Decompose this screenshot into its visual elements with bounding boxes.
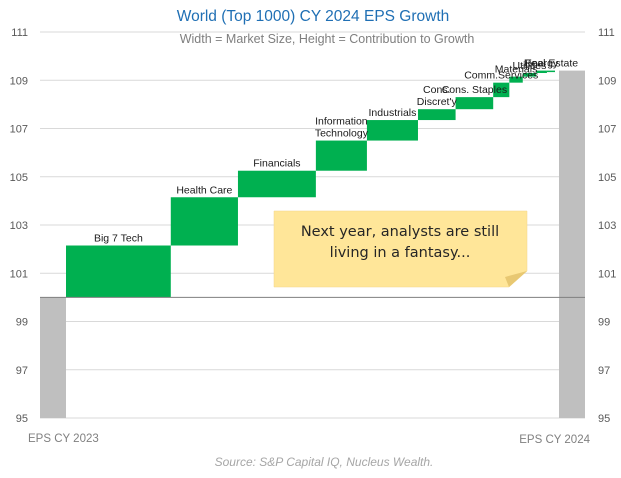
segment-bar xyxy=(455,97,494,110)
y-tick-label: 97 xyxy=(16,365,28,377)
segment-bar xyxy=(417,109,456,121)
segment-bar xyxy=(536,70,547,74)
y-tick-label: 95 xyxy=(16,413,28,425)
segment-bar xyxy=(66,245,171,298)
segment-label: Financials xyxy=(253,158,300,170)
y-tick-label: 103 xyxy=(598,220,616,232)
y-tick-label: 105 xyxy=(598,172,616,184)
category-labels: Big 7 Tech Health Care Financials Informati… xyxy=(94,58,578,245)
end-total-bar xyxy=(559,70,585,418)
bars xyxy=(40,70,585,418)
y-tick-label: 107 xyxy=(598,124,616,136)
y-tick-label: 109 xyxy=(10,75,28,87)
y-tick-label: 99 xyxy=(598,317,610,329)
y-tick-label: 101 xyxy=(598,268,616,280)
note-line-2: living in a fantasy... xyxy=(330,245,471,261)
segment-label: Energy xyxy=(525,58,559,70)
annotation-note: Next year, analysts are still living in … xyxy=(273,210,528,288)
y-tick-label: 101 xyxy=(10,268,28,280)
segment-bar xyxy=(170,197,238,246)
start-bar-label: EPS CY 2023 xyxy=(28,433,99,445)
segment-label: Cons. Staples xyxy=(442,84,507,96)
segment-label: Comm.Services xyxy=(464,70,538,82)
y-tick-label: 95 xyxy=(598,413,610,425)
segment-label: Information Technology xyxy=(315,116,369,140)
y-tick-label: 111 xyxy=(11,27,28,39)
y-tick-label: 111 xyxy=(598,27,615,39)
note-line-1: Next year, analysts are still xyxy=(301,224,499,240)
chart-title: World (Top 1000) CY 2024 EPS Growth xyxy=(177,8,450,25)
source-note: Source: S&P Capital IQ, Nucleus Wealth. xyxy=(215,455,434,469)
start-total-bar xyxy=(40,297,66,418)
segment-label: Materials xyxy=(495,64,538,76)
segment-bar xyxy=(546,70,555,73)
segment-label: Big 7 Tech xyxy=(94,233,143,245)
segment-bar xyxy=(237,170,316,198)
y-axis-right: 95 97 99 101 103 105 107 109 111 xyxy=(598,27,616,425)
segment-label: Cons. Discret'y xyxy=(417,84,458,108)
segment-label: Industrials xyxy=(369,107,417,119)
segment-bar xyxy=(509,76,523,83)
chart-subtitle: Width = Market Size, Height = Contributi… xyxy=(180,32,475,46)
y-tick-label: 107 xyxy=(10,124,28,136)
segment-bar xyxy=(522,73,537,77)
segment-label: Utilities xyxy=(513,60,547,72)
segment-label: Real Estate xyxy=(524,58,578,70)
y-tick-label: 105 xyxy=(10,172,28,184)
note-fold xyxy=(505,271,527,287)
segment-bar xyxy=(366,120,418,141)
segment-label: Health Care xyxy=(176,184,232,196)
y-tick-label: 99 xyxy=(16,317,28,329)
y-axis-left: 95 97 99 101 103 105 107 109 111 xyxy=(10,27,28,425)
end-bar-label: EPS CY 2024 xyxy=(519,434,590,446)
segment-bar xyxy=(493,82,510,98)
y-tick-label: 109 xyxy=(598,75,616,87)
y-tick-label: 103 xyxy=(10,220,28,232)
segment-bar xyxy=(315,140,367,171)
y-tick-label: 97 xyxy=(598,365,610,377)
